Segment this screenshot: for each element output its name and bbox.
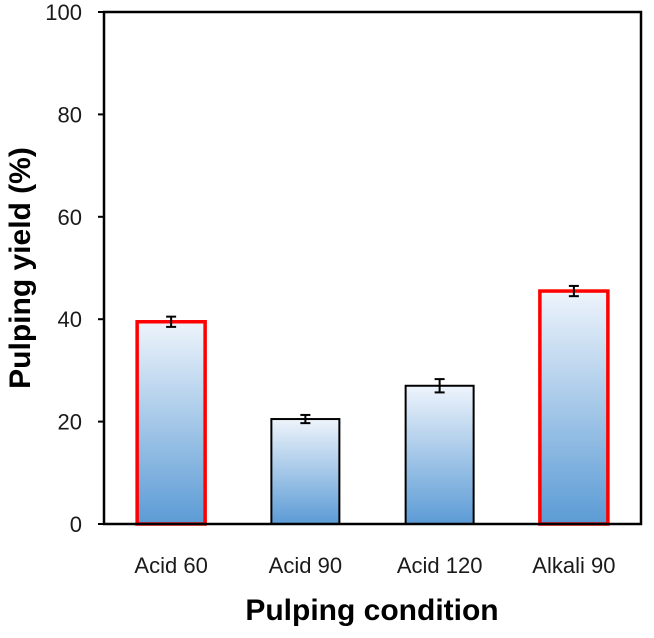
plot-area-frame	[102, 10, 643, 526]
y-tick-label: 40	[58, 307, 82, 332]
y-axis-title: Pulping yield (%)	[4, 147, 37, 389]
bar-acid-90	[270, 418, 341, 526]
error-bar	[434, 378, 445, 394]
y-tick-label: 0	[70, 512, 82, 537]
y-tick-label: 80	[58, 102, 82, 127]
x-category-label: Acid 120	[397, 553, 483, 578]
bar-acid-60	[135, 320, 207, 526]
y-tick-label: 60	[58, 205, 82, 230]
bar-acid-120	[404, 384, 475, 526]
y-tick-label: 20	[58, 410, 82, 435]
error-bar	[300, 413, 311, 425]
bar-alkali-90	[538, 289, 610, 526]
x-axis-title: Pulping condition	[245, 594, 498, 627]
error-bar	[166, 315, 177, 328]
y-tick-label: 100	[45, 0, 82, 25]
x-category-label: Acid 90	[269, 553, 342, 578]
x-category-label: Acid 60	[134, 553, 207, 578]
error-bar	[568, 284, 579, 298]
x-category-label: Alkali 90	[532, 553, 615, 578]
